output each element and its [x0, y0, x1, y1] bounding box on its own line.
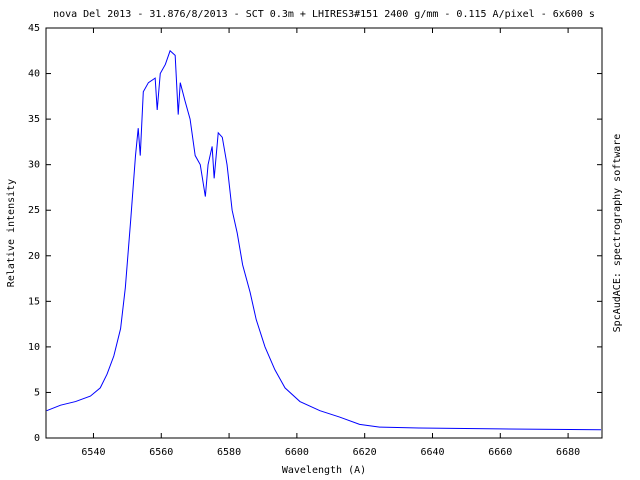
side-note: SpcAudACE: spectrography software	[612, 134, 623, 333]
x-tick-label: 6660	[488, 447, 512, 458]
x-tick-label: 6680	[556, 447, 580, 458]
y-tick-label: 35	[28, 114, 40, 125]
y-tick-label: 25	[28, 205, 40, 216]
x-tick-label: 6600	[285, 447, 309, 458]
x-tick-label: 6560	[149, 447, 173, 458]
y-tick-label: 40	[28, 69, 40, 80]
x-axis-label: Wavelength (A)	[282, 465, 366, 476]
plot-frame	[45, 27, 603, 439]
x-tick-label: 6620	[353, 447, 377, 458]
spectrum-line	[46, 49, 601, 431]
y-tick-label: 30	[28, 160, 40, 171]
x-tick-label: 6640	[420, 447, 444, 458]
y-tick-label: 5	[34, 387, 40, 398]
y-tick-label: 10	[28, 342, 40, 353]
y-tick-label: 45	[28, 23, 40, 34]
y-tick-label: 20	[28, 251, 40, 262]
chart-title: nova Del 2013 - 31.876/8/2013 - SCT 0.3m…	[53, 9, 595, 20]
x-tick-label: 6540	[81, 447, 105, 458]
y-axis-label: Relative intensity	[6, 179, 17, 287]
x-tick-label: 6580	[217, 447, 241, 458]
y-tick-label: 0	[34, 433, 40, 444]
y-tick-label: 15	[28, 296, 40, 307]
